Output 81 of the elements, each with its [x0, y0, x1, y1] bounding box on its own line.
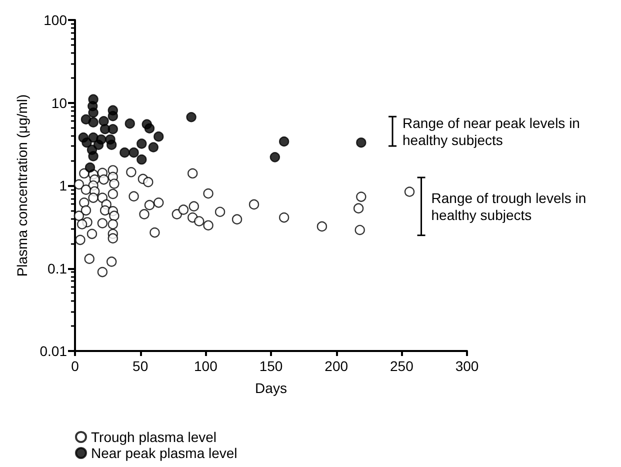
point	[353, 203, 364, 214]
point	[74, 179, 84, 190]
point	[356, 137, 366, 148]
point	[88, 192, 98, 203]
point	[84, 254, 94, 264]
y-tick-label: 100	[44, 12, 68, 28]
point	[88, 108, 98, 118]
point	[203, 220, 214, 230]
point	[84, 162, 96, 173]
point	[76, 219, 88, 230]
point	[136, 138, 147, 149]
point	[154, 131, 164, 142]
point	[97, 218, 108, 228]
point	[178, 204, 189, 215]
x-tick-label: 50	[132, 358, 148, 374]
point	[86, 228, 98, 240]
point	[232, 214, 242, 224]
y-tick-label: 0.01	[40, 343, 68, 359]
y-tick-label: 0.1	[48, 260, 68, 276]
point	[148, 142, 158, 152]
y-tick-label: 10	[51, 94, 68, 111]
point	[88, 117, 98, 128]
point	[80, 184, 92, 195]
x-axis-title: Days	[255, 380, 287, 396]
point	[120, 147, 130, 158]
point	[144, 123, 155, 134]
point	[75, 234, 86, 246]
y-tick-label: 1	[59, 178, 68, 194]
legend-label: Trough plasma level	[91, 429, 217, 445]
point	[278, 212, 290, 223]
point	[203, 188, 214, 199]
point	[139, 209, 150, 220]
point	[126, 167, 136, 178]
legend-label: Near peak plasma level	[91, 445, 238, 461]
point	[128, 147, 139, 158]
annotation: Range of trough levels in healthy subjects	[431, 190, 590, 223]
point	[186, 112, 196, 122]
point	[88, 151, 98, 162]
point	[98, 174, 109, 185]
point	[188, 168, 198, 179]
point	[214, 206, 226, 217]
point	[74, 210, 84, 221]
point	[79, 198, 90, 208]
point	[404, 186, 415, 197]
x-tick-label: 0	[71, 358, 80, 374]
point	[106, 140, 117, 150]
point	[143, 176, 154, 188]
point	[108, 110, 118, 122]
point	[144, 200, 155, 210]
point	[106, 256, 117, 267]
point	[128, 191, 139, 202]
x-tick-label: 150	[259, 358, 283, 374]
point	[356, 192, 366, 202]
point	[97, 266, 108, 278]
point	[354, 224, 365, 236]
point	[316, 221, 328, 232]
point	[278, 136, 290, 147]
point	[108, 124, 118, 134]
x-tick-label: 300	[455, 358, 479, 374]
x-tick-label: 250	[390, 358, 414, 374]
point	[109, 178, 120, 189]
point	[136, 154, 147, 165]
point	[93, 140, 104, 150]
x-tick-label: 100	[194, 358, 218, 374]
point	[150, 227, 160, 238]
point	[108, 188, 118, 200]
point	[270, 152, 280, 162]
y-axis-title: Plasma concentration (μg/ml)	[14, 94, 30, 277]
point	[109, 210, 120, 221]
point	[154, 198, 164, 208]
point	[194, 216, 204, 226]
point	[248, 199, 260, 210]
point	[80, 205, 92, 216]
point	[98, 116, 109, 126]
point	[124, 118, 135, 129]
point	[188, 201, 200, 212]
point	[82, 137, 92, 148]
x-tick-label: 200	[324, 358, 348, 374]
annotation: Range of near peak levels in healthy subjects	[402, 114, 584, 148]
point	[108, 233, 118, 244]
point	[108, 219, 118, 230]
